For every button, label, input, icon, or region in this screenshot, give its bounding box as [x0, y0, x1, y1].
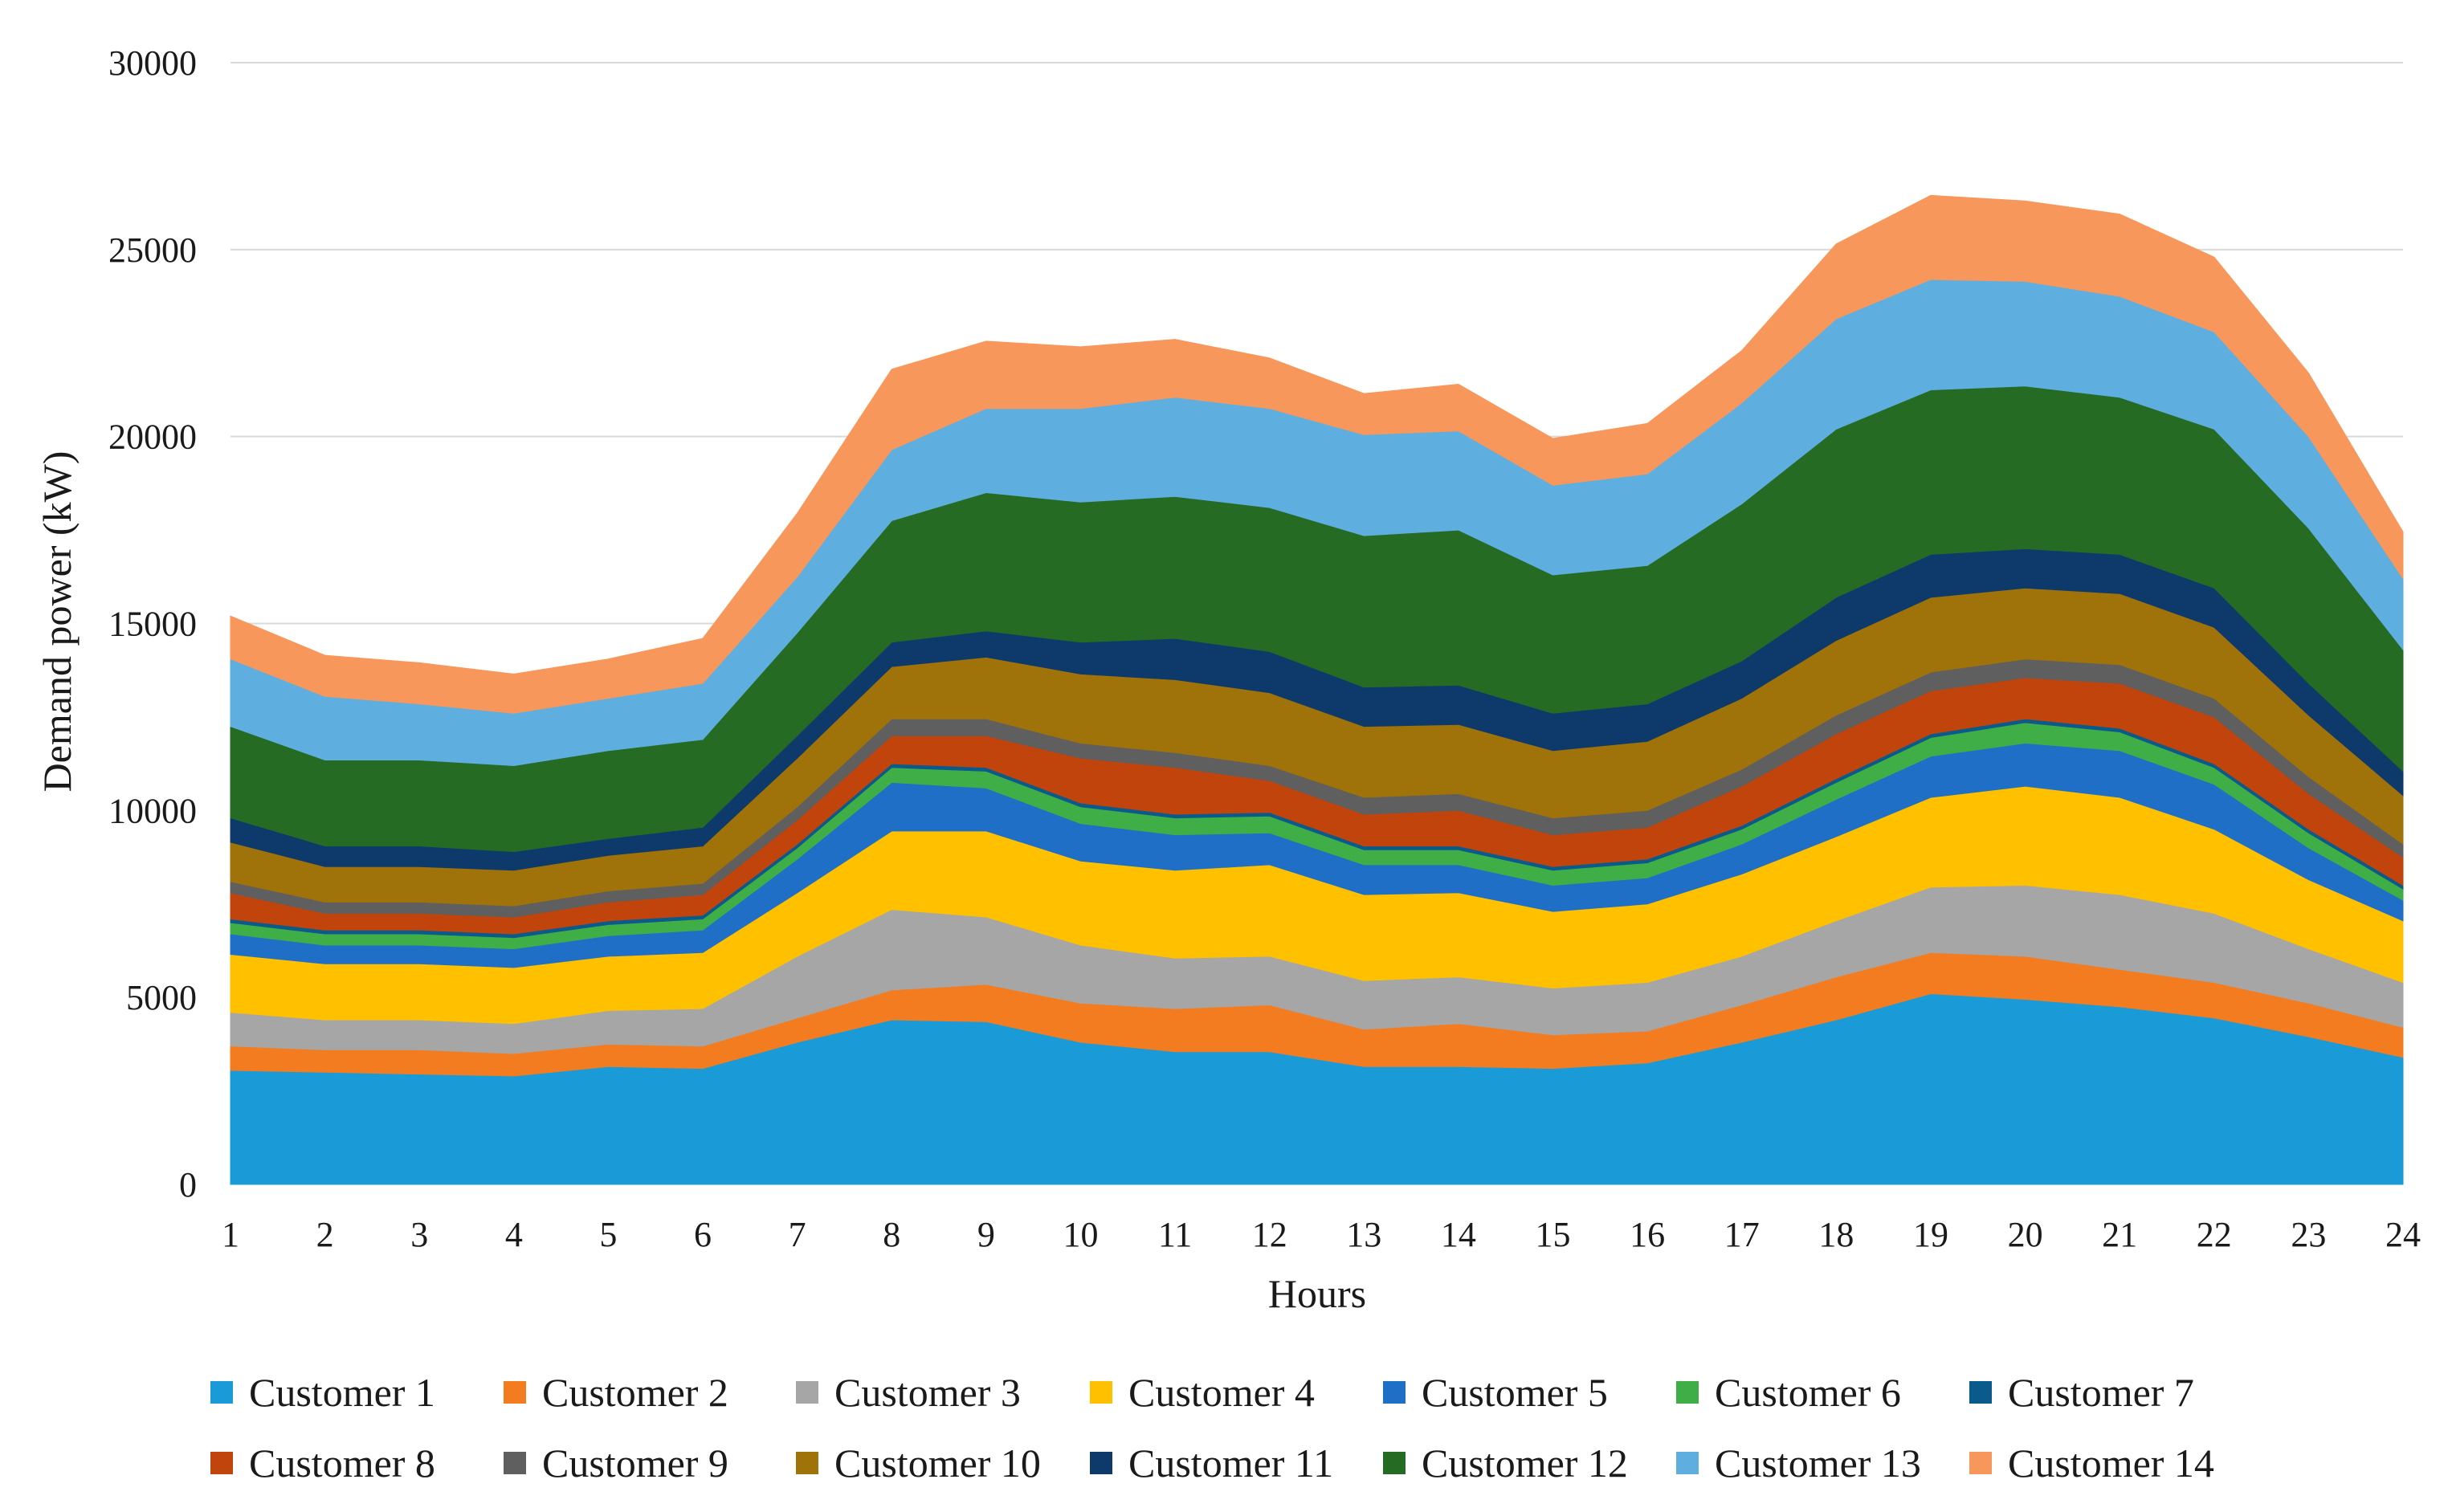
x-tick-label: 8: [883, 1215, 900, 1254]
legend-swatch: [1090, 1381, 1112, 1404]
legend-label: Customer 2: [542, 1370, 728, 1415]
area-series-14: [230, 194, 2404, 714]
legend-label: Customer 3: [834, 1370, 1021, 1415]
legend-swatch: [796, 1381, 818, 1404]
x-tick-label: 15: [1536, 1215, 1571, 1254]
x-tick-label: 23: [2291, 1215, 2326, 1254]
legend-swatch: [796, 1452, 818, 1474]
legend-swatch: [1383, 1452, 1406, 1474]
legend-label: Customer 12: [1422, 1441, 1628, 1486]
x-tick-label: 6: [694, 1215, 712, 1254]
x-tick-label: 12: [1252, 1215, 1287, 1254]
legend-label: Customer 8: [249, 1441, 435, 1486]
legend-label: Customer 6: [1715, 1370, 1901, 1415]
legend-label: Customer 4: [1128, 1370, 1315, 1415]
x-tick-label: 20: [2008, 1215, 2043, 1254]
y-tick-label: 15000: [108, 605, 197, 644]
legend-swatch: [1383, 1381, 1406, 1404]
y-tick-label: 0: [179, 1165, 197, 1204]
x-tick-label: 10: [1063, 1215, 1098, 1254]
legend-label: Customer 1: [249, 1370, 435, 1415]
y-tick-label: 20000: [108, 418, 197, 457]
x-tick-label: 19: [1913, 1215, 1948, 1254]
x-tick-label: 4: [505, 1215, 523, 1254]
x-tick-label: 24: [2385, 1215, 2421, 1254]
x-tick-label: 9: [977, 1215, 995, 1254]
legend-swatch: [1676, 1381, 1699, 1404]
legend-swatch: [210, 1452, 233, 1474]
x-tick-label: 17: [1724, 1215, 1760, 1254]
x-tick-label: 7: [789, 1215, 806, 1254]
x-tick-label: 13: [1346, 1215, 1381, 1254]
x-tick-label: 1: [222, 1215, 239, 1254]
x-tick-label: 16: [1630, 1215, 1665, 1254]
legend-swatch: [504, 1452, 526, 1474]
x-tick-label: 2: [316, 1215, 334, 1254]
legend-swatch: [1676, 1452, 1699, 1474]
x-tick-label: 5: [599, 1215, 617, 1254]
x-axis-label: Hours: [1268, 1271, 1366, 1316]
x-tick-label: 3: [410, 1215, 428, 1254]
legend-label: Customer 7: [2008, 1370, 2194, 1415]
legend-swatch: [1969, 1452, 1992, 1474]
y-tick-label: 25000: [108, 230, 197, 270]
x-axis-ticks: 1 2 3 4 5 6 7 8 9 10 11 12 13 14 15 16 17 18 19 20 21 22 23 24: [222, 1215, 2421, 1254]
legend-swatch: [1969, 1381, 1992, 1404]
x-tick-label: 14: [1441, 1215, 1476, 1254]
y-tick-label: 5000: [126, 978, 197, 1017]
y-axis-ticks: 0 5000 10000 15000 20000 25000 30000: [108, 43, 197, 1204]
x-tick-label: 18: [1818, 1215, 1854, 1254]
legend-label: Customer 11: [1128, 1441, 1333, 1486]
legend: Customer 1 Customer 2 Customer 3 Customer 4…: [210, 1370, 2214, 1486]
y-tick-label: 10000: [108, 791, 197, 830]
legend-label: Customer 13: [1715, 1441, 1921, 1486]
legend-label: Customer 9: [542, 1441, 728, 1486]
legend-label: Customer 10: [834, 1441, 1041, 1486]
legend-label: Customer 5: [1422, 1370, 1608, 1415]
legend-swatch: [210, 1381, 233, 1404]
stacked-areas: [230, 194, 2404, 1185]
legend-swatch: [1090, 1452, 1112, 1474]
x-tick-label: 21: [2102, 1215, 2137, 1254]
x-tick-label: 11: [1158, 1215, 1192, 1254]
y-tick-label: 30000: [108, 43, 197, 83]
x-tick-label: 22: [2197, 1215, 2232, 1254]
legend-label: Customer 14: [2008, 1441, 2214, 1486]
y-axis-label: Demand power (kW): [35, 451, 80, 793]
legend-swatch: [504, 1381, 526, 1404]
